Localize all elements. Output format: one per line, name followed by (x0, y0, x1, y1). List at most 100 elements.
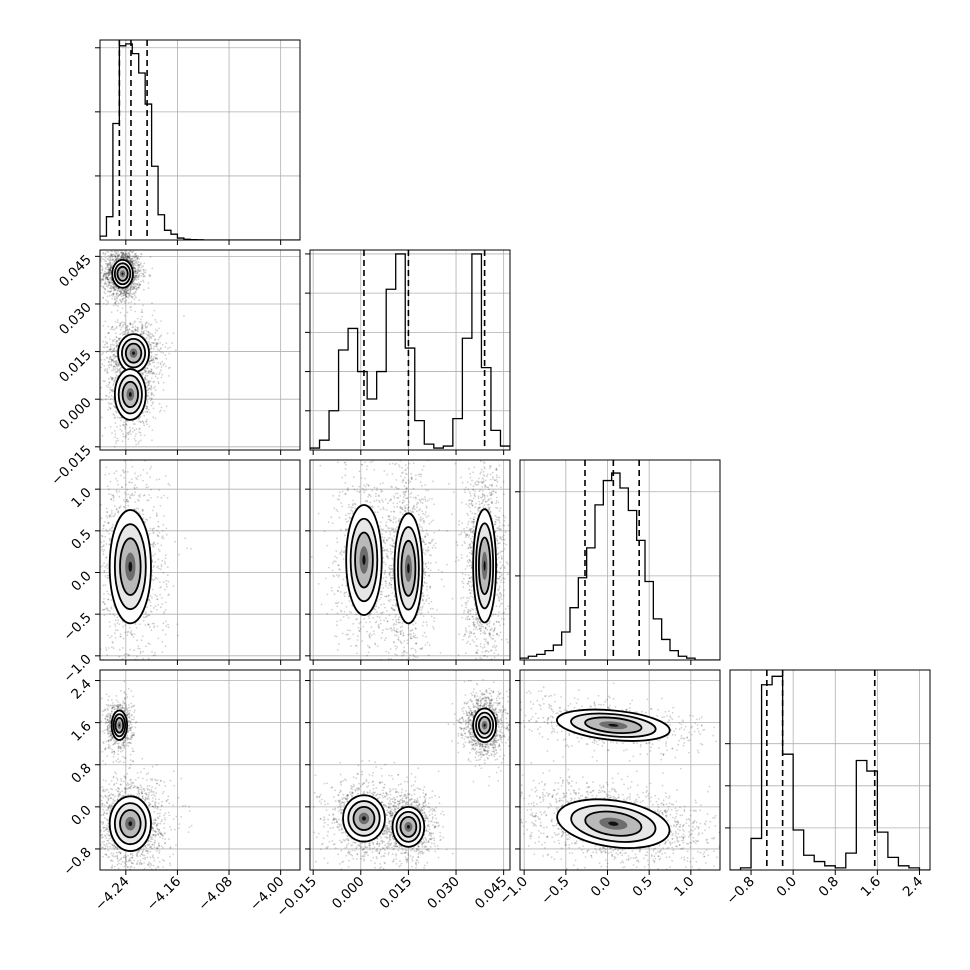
sample-point (123, 746, 126, 748)
sample-point (100, 720, 102, 723)
sample-point (103, 273, 106, 276)
sample-point (122, 256, 125, 258)
sample-point (111, 707, 113, 710)
sample-point (144, 323, 147, 325)
sample-point (110, 327, 113, 329)
sample-point (136, 286, 139, 289)
sample-point (125, 294, 128, 297)
sample-point (117, 250, 119, 253)
sample-point (133, 266, 135, 269)
sample-point (111, 295, 114, 297)
sample-point (124, 483, 127, 486)
sample-point (88, 601, 90, 603)
sample-point (109, 263, 112, 266)
sample-point (107, 699, 110, 701)
sample-point (122, 252, 125, 255)
sample-point (110, 358, 113, 361)
sample-point (150, 392, 153, 395)
sample-point (130, 630, 133, 632)
sample-point (146, 405, 149, 408)
sample-point (126, 256, 128, 258)
sample-point (139, 650, 142, 653)
sample-point (112, 360, 115, 363)
sample-point (140, 262, 142, 265)
sample-point (149, 527, 152, 530)
sample-point (104, 273, 106, 275)
sample-point (160, 544, 163, 547)
sample-point (130, 242, 132, 244)
sample-point (144, 611, 147, 613)
sample-point (121, 647, 124, 649)
sample-point (125, 493, 128, 496)
sample-point (102, 296, 105, 299)
sample-point (112, 243, 114, 245)
sample-point (130, 261, 133, 264)
sample-point (120, 291, 123, 294)
sample-point (114, 381, 116, 383)
sample-point (118, 425, 120, 427)
sample-point (127, 292, 130, 294)
sample-point (108, 718, 111, 721)
sample-point (113, 514, 116, 517)
sample-point (164, 609, 167, 611)
sample-point (109, 625, 111, 628)
sample-point (137, 230, 139, 232)
sample-point (167, 594, 170, 596)
sample-point (107, 485, 109, 487)
sample-point (110, 498, 113, 501)
sample-point (123, 291, 126, 294)
sample-point (123, 322, 126, 324)
sample-point (132, 284, 135, 287)
sample-point (160, 564, 163, 566)
sample-point (137, 317, 139, 320)
sample-point (149, 610, 152, 613)
sample-point (108, 720, 111, 723)
sample-point (154, 417, 157, 420)
sample-point (124, 757, 127, 760)
sample-point (105, 266, 107, 269)
sample-point (142, 265, 145, 267)
sample-point (136, 329, 139, 332)
sample-point (134, 435, 137, 438)
sample-point (126, 488, 129, 491)
sample-point (108, 281, 110, 284)
sample-point (108, 406, 111, 409)
sample-point (114, 255, 116, 258)
sample-point (115, 258, 118, 260)
sample-point (116, 255, 119, 258)
sample-point (155, 512, 158, 515)
sample-point (137, 274, 140, 277)
sample-point (152, 416, 155, 419)
sample-point (139, 255, 142, 258)
sample-point (129, 729, 132, 732)
sample-point (105, 607, 107, 610)
sample-point (152, 342, 155, 345)
sample-point (103, 287, 106, 290)
sample-point (108, 256, 111, 259)
sample-point (117, 294, 120, 297)
sample-point (116, 309, 119, 312)
sample-point (107, 332, 110, 334)
sample-point (136, 478, 139, 480)
panel-3-3: −0.8 0.0 0.8 1.6 2.4 (723, 669, 931, 908)
sample-point (118, 369, 121, 371)
sample-point (112, 390, 114, 393)
sample-point (124, 426, 127, 428)
sample-point (112, 380, 115, 383)
sample-point (161, 641, 164, 643)
sample-point (142, 509, 144, 511)
sample-point (124, 624, 127, 627)
sample-point (112, 285, 115, 287)
sample-point (124, 288, 127, 290)
sample-point (128, 259, 131, 261)
sample-point (139, 681, 141, 683)
sample-point (142, 683, 144, 685)
sample-point (130, 305, 133, 308)
sample-point (154, 354, 157, 356)
sample-point (117, 321, 119, 324)
sample-point (139, 283, 141, 286)
sample-point (120, 326, 123, 329)
sample-point (156, 514, 158, 517)
sample-point (128, 712, 130, 715)
